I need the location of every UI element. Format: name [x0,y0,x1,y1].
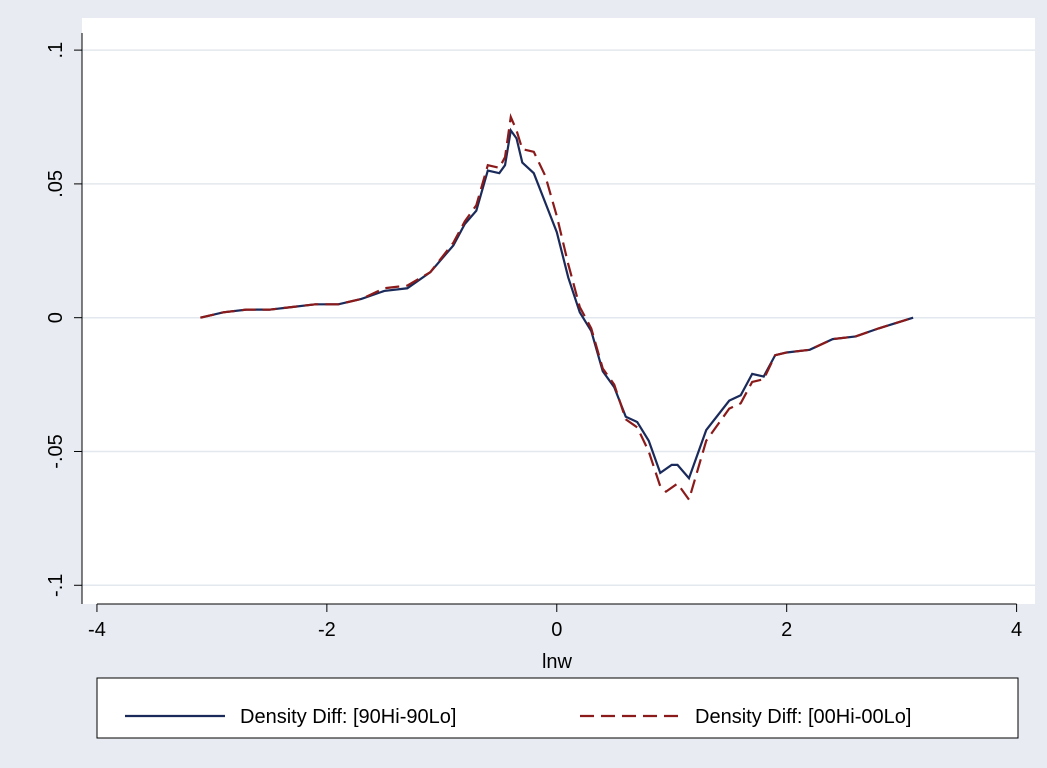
y-tick-label: 0 [45,312,67,323]
x-tick-label: 0 [551,619,562,641]
x-tick-label: 4 [1011,619,1022,641]
x-tick-label: -2 [318,619,336,641]
legend-label: Density Diff: [90Hi-90Lo] [240,706,456,728]
x-tick-label: -4 [88,619,106,641]
plot-area [82,18,1035,604]
legend [96,677,1019,739]
y-tick-label: -.1 [45,574,67,597]
x-axis-title: lnw [542,651,573,673]
x-tick-label: 2 [781,619,792,641]
y-tick-label: .05 [45,170,67,198]
legend-label: Density Diff: [00Hi-00Lo] [695,706,911,728]
y-tick-label: .1 [45,42,67,59]
series-line [200,127,914,481]
y-tick-label: -.05 [45,434,67,468]
series-line [200,112,914,503]
